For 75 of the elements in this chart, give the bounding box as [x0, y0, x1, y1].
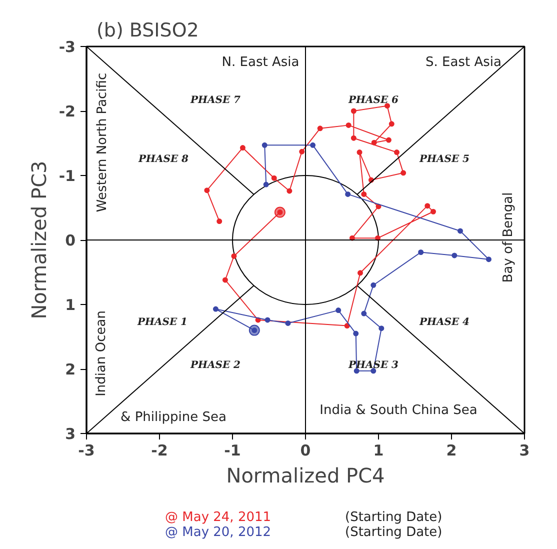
- point: [317, 126, 323, 132]
- point: [394, 150, 400, 156]
- annotation: Bay of Bengal: [501, 192, 516, 283]
- annotation: Western North Pacific: [95, 72, 110, 212]
- point: [285, 320, 291, 326]
- x-tick-label: 2: [446, 442, 457, 460]
- x-axis-title: Normalized PC4: [226, 464, 385, 488]
- point: [262, 142, 268, 148]
- point: [240, 145, 246, 151]
- x-tick-label: -1: [224, 442, 241, 460]
- point: [370, 282, 376, 288]
- point: [430, 208, 436, 214]
- annotation: S. East Asia: [426, 55, 502, 70]
- point: [458, 228, 464, 234]
- point: [271, 175, 277, 181]
- point: [350, 108, 356, 114]
- point: [400, 170, 406, 176]
- point: [486, 256, 492, 262]
- text: (Starting Date): [345, 525, 442, 540]
- point: [350, 135, 356, 141]
- y-tick-label: -3: [58, 38, 76, 56]
- annotation: PHASE 6: [347, 95, 399, 106]
- point: [371, 140, 377, 146]
- point: [212, 306, 218, 312]
- y-tick-label: 0: [65, 232, 76, 250]
- text: (Starting Date): [345, 510, 442, 525]
- point: [345, 191, 351, 197]
- point: [286, 188, 292, 194]
- point: [222, 277, 228, 283]
- point: [378, 326, 384, 332]
- point: [361, 310, 367, 316]
- point: [299, 148, 305, 154]
- annotation: PHASE 5: [418, 154, 470, 165]
- point: [353, 330, 359, 336]
- x-tick-label: -2: [151, 442, 168, 460]
- y-tick-label: 2: [65, 360, 76, 378]
- x-tick-label: 3: [519, 442, 530, 460]
- annotation: PHASE 7: [189, 95, 241, 106]
- y-axis-title: Normalized PC3: [26, 160, 51, 320]
- point: [346, 122, 352, 128]
- annotation: Indian Ocean: [94, 310, 109, 396]
- point: [452, 252, 458, 258]
- point: [358, 270, 363, 276]
- point: [263, 182, 269, 188]
- annotation: India & South China Sea: [320, 403, 478, 418]
- annotation: PHASE 4: [418, 317, 470, 328]
- point: [384, 103, 390, 109]
- annotation: N. East Asia: [222, 55, 300, 70]
- chart-title: (b) BSISO2: [96, 20, 199, 42]
- annotation: PHASE 2: [189, 360, 241, 371]
- x-tick-label: 0: [300, 442, 311, 460]
- point: [418, 250, 424, 255]
- point: [336, 308, 342, 314]
- y-tick-label: 1: [65, 296, 76, 314]
- annotation: PHASE 1: [136, 317, 188, 328]
- annotation: & Philippine Sea: [120, 410, 226, 425]
- point: [216, 218, 222, 224]
- point: [356, 150, 362, 156]
- point: [361, 191, 367, 197]
- annotation: PHASE 8: [137, 154, 189, 165]
- point: [344, 323, 350, 329]
- text: @ May 20, 2012: [165, 525, 272, 540]
- point: [388, 121, 394, 127]
- point: [310, 142, 316, 148]
- x-tick-label: -3: [78, 442, 95, 460]
- y-tick-label: -2: [58, 102, 76, 120]
- y-tick-label: 3: [65, 425, 76, 443]
- point: [424, 203, 430, 209]
- text: @ May 24, 2011: [165, 510, 272, 525]
- y-tick-label: -1: [58, 167, 76, 185]
- point: [204, 188, 210, 194]
- point: [264, 317, 270, 323]
- point: [231, 253, 237, 259]
- point: [386, 137, 392, 143]
- x-tick-label: 1: [373, 442, 384, 460]
